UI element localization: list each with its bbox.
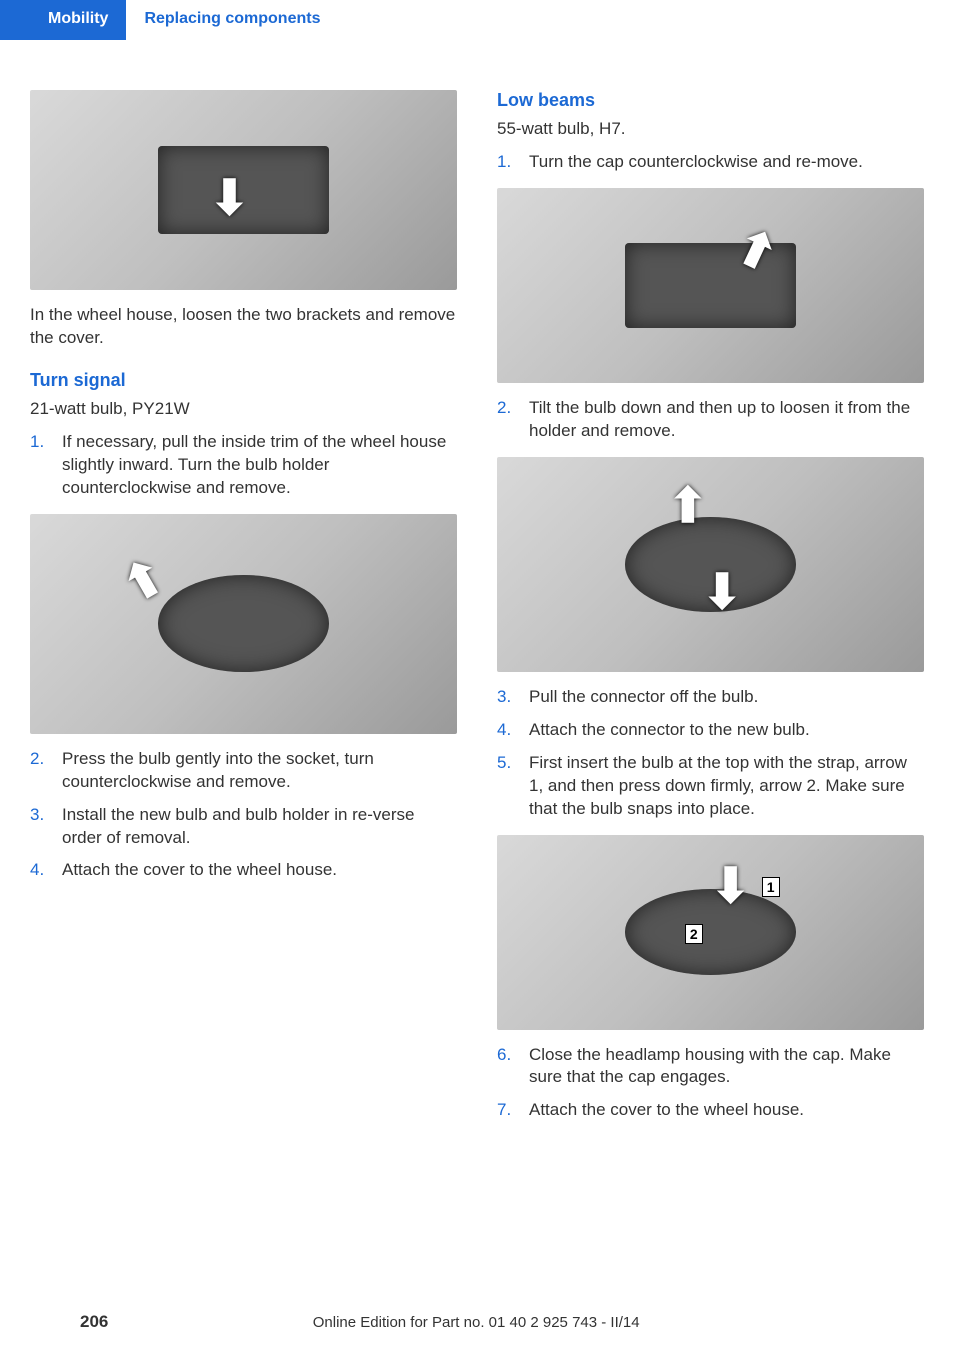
step-item: Press the bulb gently into the socket, t… bbox=[30, 748, 457, 794]
step-item: Attach the connector to the new bulb. bbox=[497, 719, 924, 742]
figure-low-beam-cap: ⬆ bbox=[497, 188, 924, 383]
step-item: Install the new bulb and bulb holder in … bbox=[30, 804, 457, 850]
header-accent-strip bbox=[0, 0, 30, 40]
step-item: Close the headlamp housing with the cap.… bbox=[497, 1044, 924, 1090]
page-header: Mobility Replacing components bbox=[0, 0, 954, 40]
figure-low-beam-insert: ⬇ 1 2 bbox=[497, 835, 924, 1030]
low-beams-steps-b: Tilt the bulb down and then up to loosen… bbox=[497, 397, 924, 443]
figure-label-1: 1 bbox=[762, 877, 780, 897]
header-tab-secondary: Replacing components bbox=[126, 0, 338, 40]
step-item: Tilt the bulb down and then up to loosen… bbox=[497, 397, 924, 443]
turn-signal-steps-b: Press the bulb gently into the socket, t… bbox=[30, 748, 457, 883]
edition-text: Online Edition for Part no. 01 40 2 925 … bbox=[108, 1314, 844, 1331]
turn-signal-steps-a: If necessary, pull the inside trim of th… bbox=[30, 431, 457, 500]
low-beams-heading: Low beams bbox=[497, 90, 924, 111]
right-column: Low beams 55-watt bulb, H7. Turn the cap… bbox=[497, 90, 924, 1136]
step-item: Turn the cap counterclockwise and re‐mov… bbox=[497, 151, 924, 174]
figure-label-2: 2 bbox=[685, 924, 703, 944]
down-arrow-icon: ⬇ bbox=[702, 564, 742, 620]
down-arrow-icon: ⬇ bbox=[209, 170, 249, 226]
page-number: 206 bbox=[30, 1312, 108, 1332]
low-beams-spec: 55-watt bulb, H7. bbox=[497, 119, 924, 139]
turn-signal-heading: Turn signal bbox=[30, 370, 457, 391]
page-footer: 206 Online Edition for Part no. 01 40 2 … bbox=[0, 1312, 954, 1332]
content-area: ⬇ In the wheel house, loosen the two bra… bbox=[0, 40, 954, 1136]
turn-signal-spec: 21-watt bulb, PY21W bbox=[30, 399, 457, 419]
step-item: Attach the cover to the wheel house. bbox=[30, 859, 457, 882]
up-arrow-icon: ⬆ bbox=[668, 478, 708, 534]
step-item: If necessary, pull the inside trim of th… bbox=[30, 431, 457, 500]
step-item: First insert the bulb at the top with th… bbox=[497, 752, 924, 821]
low-beams-steps-a: Turn the cap counterclockwise and re‐mov… bbox=[497, 151, 924, 174]
figure-inner-shape bbox=[158, 575, 329, 672]
left-column: ⬇ In the wheel house, loosen the two bra… bbox=[30, 90, 457, 1136]
header-tab-primary: Mobility bbox=[30, 0, 126, 40]
down-arrow-icon: ⬇ bbox=[711, 858, 751, 914]
low-beams-steps-d: Close the headlamp housing with the cap.… bbox=[497, 1044, 924, 1123]
figure-low-beam-bulb-tilt: ⬆ ⬇ bbox=[497, 457, 924, 672]
low-beams-steps-c: Pull the connector off the bulb. Attach … bbox=[497, 686, 924, 821]
figure-wheel-house-cover: ⬇ bbox=[30, 90, 457, 290]
intro-paragraph: In the wheel house, loosen the two brack… bbox=[30, 304, 457, 350]
step-item: Pull the connector off the bulb. bbox=[497, 686, 924, 709]
step-item: Attach the cover to the wheel house. bbox=[497, 1099, 924, 1122]
figure-turn-signal-holder: ⬆ bbox=[30, 514, 457, 734]
